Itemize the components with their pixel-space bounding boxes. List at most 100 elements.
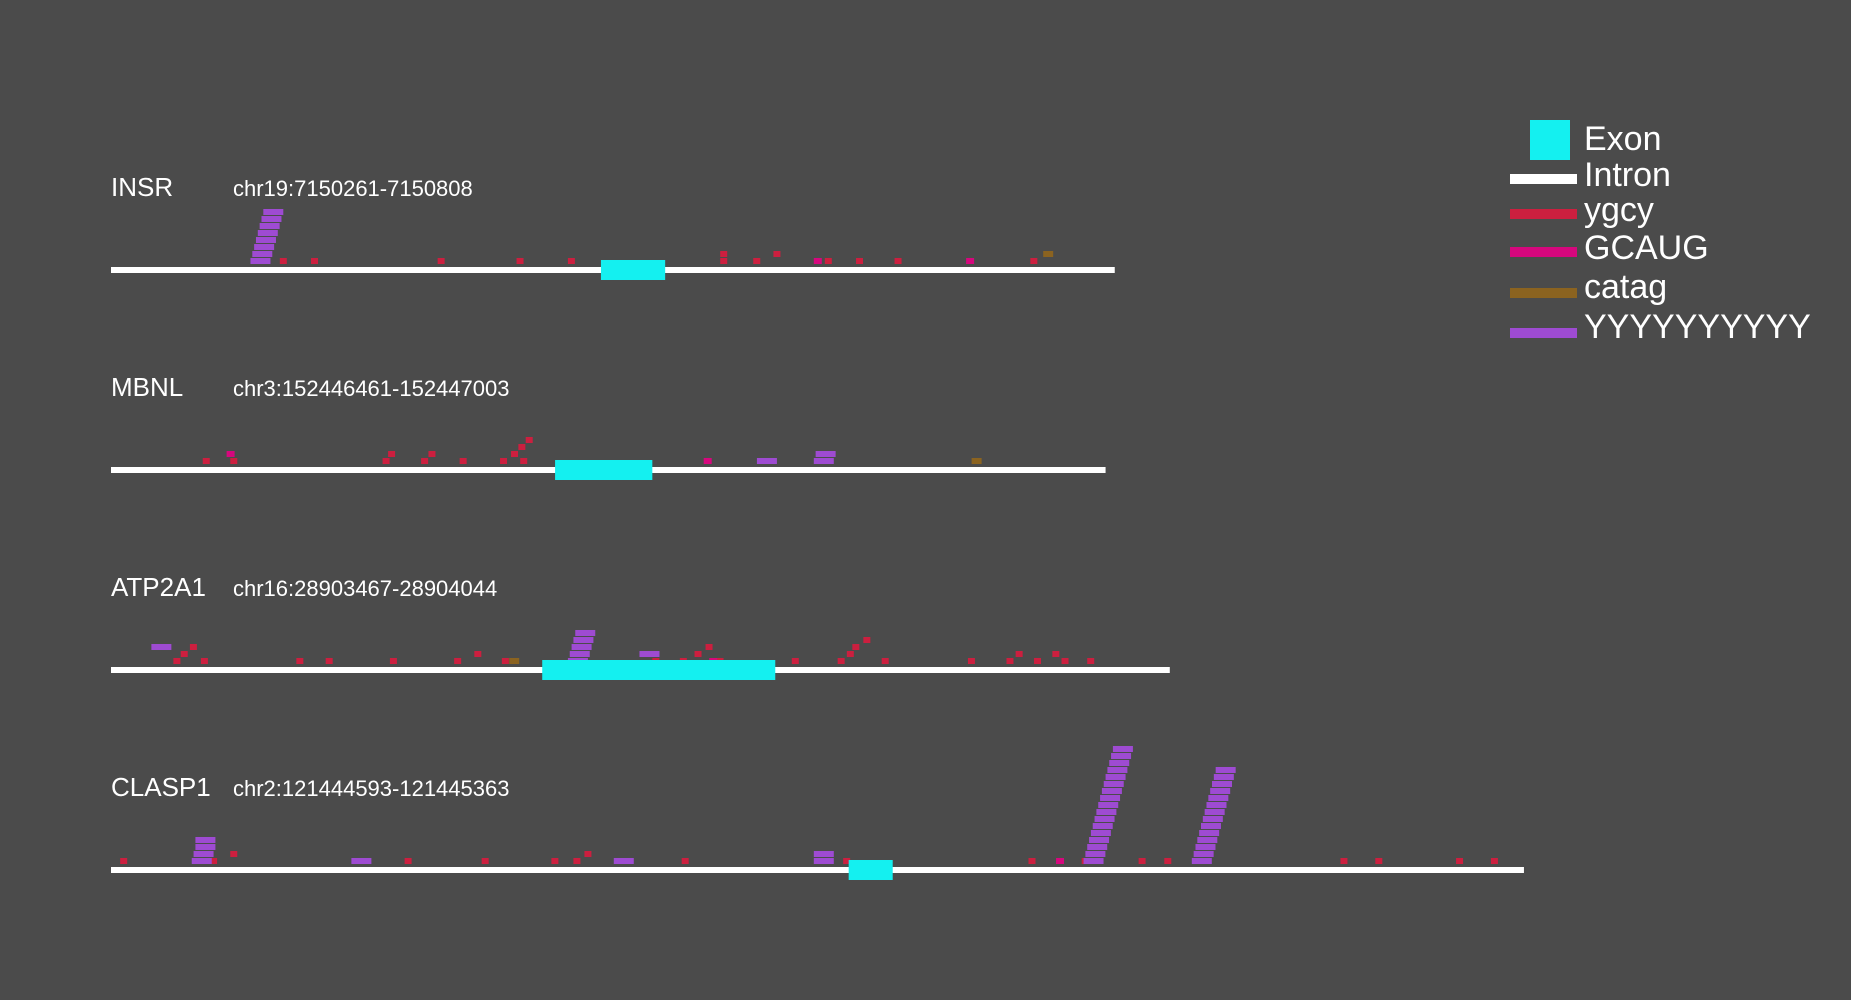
motif-yyyyyyyyyy <box>571 644 592 650</box>
motif-ygcy <box>518 444 526 450</box>
motif-yyyyyyyyyy <box>1109 760 1130 766</box>
gene-track-atp2a1: ATP2A1 chr16:28903467-28904044 <box>111 572 1170 680</box>
legend-label: ygcy <box>1584 191 1654 229</box>
motif-ygcy <box>481 858 489 864</box>
motif-ygcy <box>325 658 333 664</box>
motif-ygcy <box>881 658 889 664</box>
motif-ygcy <box>1456 858 1464 864</box>
gene-name: CLASP1 <box>111 772 211 802</box>
legend-swatch <box>1510 288 1577 298</box>
motif-ygcy <box>573 858 581 864</box>
motif-ygcy <box>852 644 860 650</box>
legend-item-catag: catag <box>1510 268 1667 306</box>
motif-yyyyyyyyyy <box>1083 858 1104 864</box>
motif-ygcy <box>230 458 238 464</box>
motif-yyyyyyyyyy <box>1100 795 1121 801</box>
legend-label: YYYYYYYYYY <box>1584 308 1811 346</box>
motif-ygcy <box>967 658 975 664</box>
motif-yyyyyyyyyy <box>1105 774 1126 780</box>
gene-track-clasp1: CLASP1 chr2:121444593-121445363 <box>111 746 1524 880</box>
motif-gcaug <box>966 258 975 264</box>
motif-ygcy <box>511 451 519 457</box>
motif-yyyyyyyyyy <box>1111 753 1132 759</box>
motif-ygcy <box>584 851 592 857</box>
gene-coordinates: chr16:28903467-28904044 <box>233 576 497 601</box>
motif-yyyyyyyyyy <box>569 651 590 657</box>
motif-ygcy <box>1015 651 1023 657</box>
legend-label: GCAUG <box>1584 229 1709 267</box>
motif-ygcy <box>551 858 559 864</box>
motif-ygcy <box>1340 858 1348 864</box>
motif-ygcy <box>311 258 319 264</box>
motif-ygcy <box>824 258 832 264</box>
motif-yyyyyyyyyy <box>1098 802 1119 808</box>
motif-yyyyyyyyyy <box>1094 816 1115 822</box>
exon-block <box>600 260 666 280</box>
motif-yyyyyyyyyy <box>813 851 834 857</box>
motif-ygcy <box>567 258 575 264</box>
motif-yyyyyyyyyy <box>255 237 276 243</box>
motif-yyyyyyyyyy <box>1210 788 1231 794</box>
motif-yyyyyyyyyy <box>1103 781 1124 787</box>
motif-ygcy <box>791 658 799 664</box>
motif-yyyyyyyyyy <box>756 458 777 464</box>
motif-ygcy <box>525 437 533 443</box>
legend-item-ygcy: ygcy <box>1510 191 1654 229</box>
motif-catag <box>971 458 982 464</box>
motif-gcaug <box>813 258 822 264</box>
motif-ygcy <box>189 644 197 650</box>
motif-yyyyyyyyyy <box>613 858 634 864</box>
motif-yyyyyyyyyy <box>1215 767 1236 773</box>
motif-yyyyyyyyyy <box>1107 767 1128 773</box>
motif-yyyyyyyyyy <box>639 651 660 657</box>
gene-tracks: INSR chr19:7150261-7150808 MBNL chr3:152446… <box>111 172 1524 880</box>
legend-swatch <box>1510 328 1577 338</box>
legend-swatch <box>1510 247 1577 257</box>
gene-coordinates: chr3:152446461-152447003 <box>233 376 509 401</box>
motif-ygcy <box>1030 258 1038 264</box>
motif-ygcy <box>863 637 871 643</box>
motif-yyyyyyyyyy <box>815 451 836 457</box>
motif-yyyyyyyyyy <box>250 258 271 264</box>
motif-yyyyyyyyyy <box>195 844 216 850</box>
motif-yyyyyyyyyy <box>1090 830 1111 836</box>
motif-ygcy <box>454 658 462 664</box>
motif-yyyyyyyyyy <box>195 837 216 843</box>
motif-ygcy <box>894 258 902 264</box>
motif-yyyyyyyyyy <box>1197 837 1218 843</box>
motif-yyyyyyyyyy <box>1092 823 1113 829</box>
gene-name: ATP2A1 <box>111 572 206 602</box>
motif-ygcy <box>681 858 689 864</box>
motif-ygcy <box>1061 658 1069 664</box>
exon-block <box>848 860 893 880</box>
gene-track-mbnl: MBNL chr3:152446461-152447003 <box>111 372 1106 480</box>
motif-ygcy <box>720 258 728 264</box>
motif-yyyyyyyyyy <box>1101 788 1122 794</box>
motif-yyyyyyyyyy <box>813 458 834 464</box>
motif-ygcy <box>501 658 509 664</box>
motif-ygcy <box>773 251 781 257</box>
motif-yyyyyyyyyy <box>151 644 172 650</box>
motif-ygcy <box>120 858 128 864</box>
legend-item-yyyyyyyyyy: YYYYYYYYYY <box>1510 308 1811 346</box>
motif-ygcy <box>846 651 854 657</box>
motif-ygcy <box>173 658 181 664</box>
motif-ygcy <box>1052 651 1060 657</box>
motif-ygcy <box>520 458 528 464</box>
motif-yyyyyyyyyy <box>573 637 594 643</box>
motif-yyyyyyyyyy <box>1208 795 1229 801</box>
motif-gcaug <box>703 458 712 464</box>
motif-ygcy <box>230 851 238 857</box>
gene-coordinates: chr2:121444593-121445363 <box>233 776 509 801</box>
motif-ygcy <box>1490 858 1498 864</box>
legend-swatch <box>1510 174 1577 184</box>
motif-ygcy <box>1375 858 1383 864</box>
motif-yyyyyyyyyy <box>1202 816 1223 822</box>
motif-ygcy <box>200 658 208 664</box>
motif-ygcy <box>388 451 396 457</box>
motif-yyyyyyyyyy <box>1096 809 1117 815</box>
motif-yyyyyyyyyy <box>263 209 284 215</box>
motif-ygcy <box>459 458 467 464</box>
